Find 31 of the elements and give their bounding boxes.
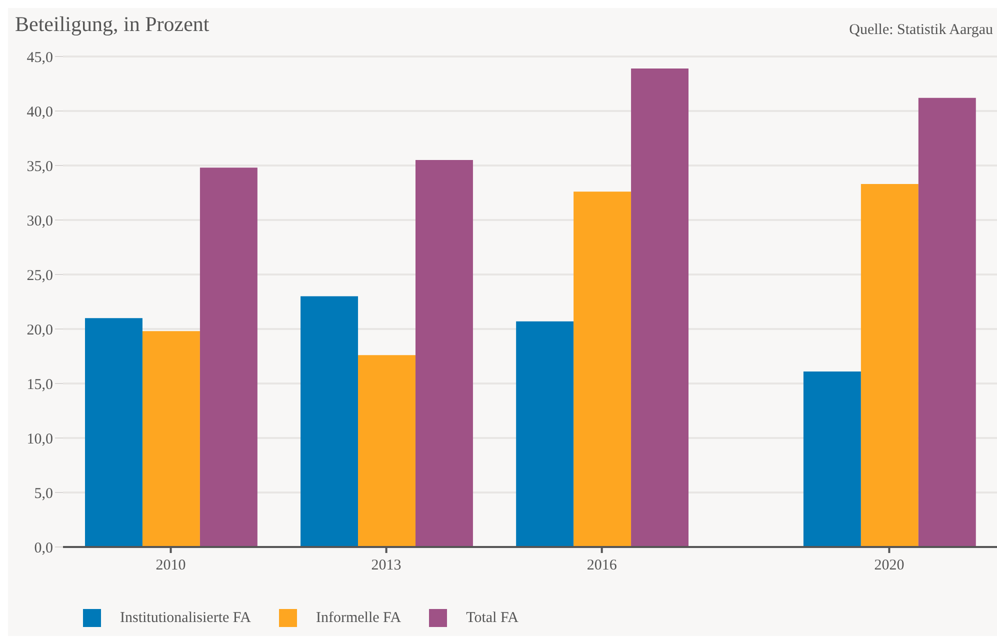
bar xyxy=(415,160,473,547)
bar xyxy=(516,321,574,547)
bar xyxy=(631,68,689,547)
y-tick-label: 30,0 xyxy=(26,213,53,230)
bar xyxy=(918,98,976,547)
chart-title: Beteiligung, in Prozent xyxy=(15,12,210,37)
y-tick-label: 5,0 xyxy=(34,486,53,502)
legend-label: Total FA xyxy=(466,610,519,626)
y-tick-label: 35,0 xyxy=(26,158,53,175)
bar xyxy=(574,192,632,547)
bar xyxy=(300,296,358,547)
y-tick-label: 10,0 xyxy=(26,431,53,448)
x-tick-label: 2020 xyxy=(874,558,904,574)
y-tick-label: 40,0 xyxy=(26,104,53,120)
x-tick-label: 2013 xyxy=(371,558,402,574)
x-tick-label: 2016 xyxy=(586,558,618,574)
y-tick-label: 45,0 xyxy=(26,50,53,66)
bar xyxy=(85,318,142,547)
bar xyxy=(200,168,258,547)
y-tick-label: 25,0 xyxy=(26,268,53,284)
y-tick-label: 0,0 xyxy=(34,540,53,556)
bar xyxy=(860,184,918,547)
legend-label: Institutionalisierte FA xyxy=(120,610,251,626)
legend-label: Informelle FA xyxy=(316,610,402,626)
bar xyxy=(142,331,200,547)
source-note: Quelle: Statistik Aargau xyxy=(849,22,993,39)
bar xyxy=(358,355,416,547)
y-tick-label: 20,0 xyxy=(26,322,53,338)
x-tick-label: 2010 xyxy=(156,558,186,574)
y-tick-label: 15,0 xyxy=(26,376,53,393)
bar xyxy=(803,372,861,547)
